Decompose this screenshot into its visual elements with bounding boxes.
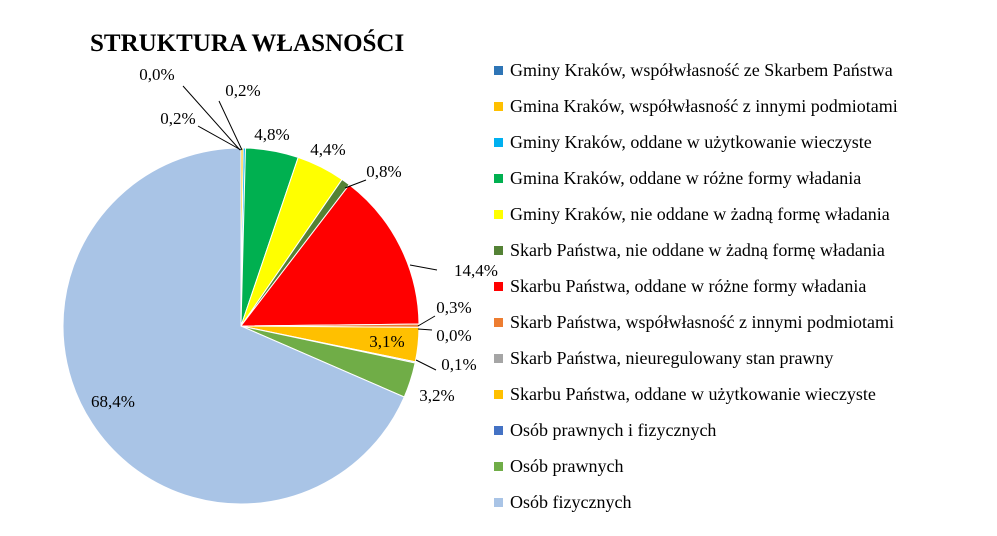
pie-slice-osob-fizycznych (62, 147, 405, 505)
leader-line (197, 125, 242, 151)
data-labels: 0,0% 0,2% 0,2% 4,8% 4,4% 0,8% 14,4% 0,3% 0,0% 3,1… (91, 65, 498, 411)
legend-swatch (494, 282, 503, 291)
legend-label: Osób fizycznych (510, 492, 631, 512)
leader-line (218, 100, 243, 151)
legend-label: Skarb Państwa, współwłasność z innymi po… (510, 312, 894, 332)
legend-label: Skarb Państwa, nie oddane w żadną formę … (510, 240, 885, 260)
legend: Gminy Kraków, współwłasność ze Skarbem P… (494, 60, 898, 512)
data-label: 0,0% (436, 326, 471, 345)
leader-line (409, 264, 438, 271)
legend-label: Osób prawnych i fizycznych (510, 420, 716, 440)
data-label: 3,2% (419, 386, 454, 405)
legend-swatch (494, 498, 503, 507)
leader-line (182, 85, 241, 151)
chart-title: STRUKTURA WŁASNOŚCI (90, 29, 404, 57)
legend-label: Skarbu Państwa, oddane w różne formy wła… (510, 276, 866, 296)
legend-swatch (494, 66, 503, 75)
legend-label: Gminy Kraków, nie oddane w żadną formę w… (510, 204, 890, 224)
data-label: 4,8% (254, 125, 289, 144)
legend-swatch (494, 174, 503, 183)
leader-line (417, 315, 436, 327)
legend-label: Skarb Państwa, nieuregulowany stan prawn… (510, 348, 833, 368)
data-label: 4,4% (310, 140, 345, 159)
legend-label: Gmina Kraków, oddane w różne formy włada… (510, 168, 861, 188)
data-label: 0,2% (225, 81, 260, 100)
legend-swatch (494, 318, 503, 327)
data-label: 0,2% (160, 109, 195, 128)
legend-swatch (494, 426, 503, 435)
legend-label: Gminy Kraków, oddane w użytkowanie wiecz… (510, 132, 872, 152)
leader-lines (182, 85, 438, 371)
leader-line (344, 179, 367, 189)
legend-swatch (494, 354, 503, 363)
data-label: 14,4% (454, 261, 498, 280)
pie-slice-skarbu-panstwa-oddane-w-rozne-formy-wladania (239, 184, 420, 327)
legend-label: Gminy Kraków, współwłasność ze Skarbem P… (510, 60, 893, 80)
data-label: 0,1% (441, 355, 476, 374)
legend-swatch (494, 138, 503, 147)
data-label: 0,3% (436, 298, 471, 317)
leader-line (415, 359, 437, 371)
legend-label: Gmina Kraków, współwłasność z innymi pod… (510, 96, 898, 116)
data-label: 0,8% (366, 162, 401, 181)
data-label: 68,4% (91, 392, 135, 411)
legend-swatch (494, 246, 503, 255)
leader-line (417, 328, 433, 331)
legend-label: Osób prawnych (510, 456, 623, 476)
legend-label: Skarbu Państwa, oddane w użytkowanie wie… (510, 384, 876, 404)
data-label: 0,0% (139, 65, 174, 84)
legend-swatch (494, 102, 503, 111)
data-label: 3,1% (369, 332, 404, 351)
pie-slices (62, 147, 420, 505)
legend-swatch (494, 210, 503, 219)
legend-swatch (494, 462, 503, 471)
legend-swatch (494, 390, 503, 399)
